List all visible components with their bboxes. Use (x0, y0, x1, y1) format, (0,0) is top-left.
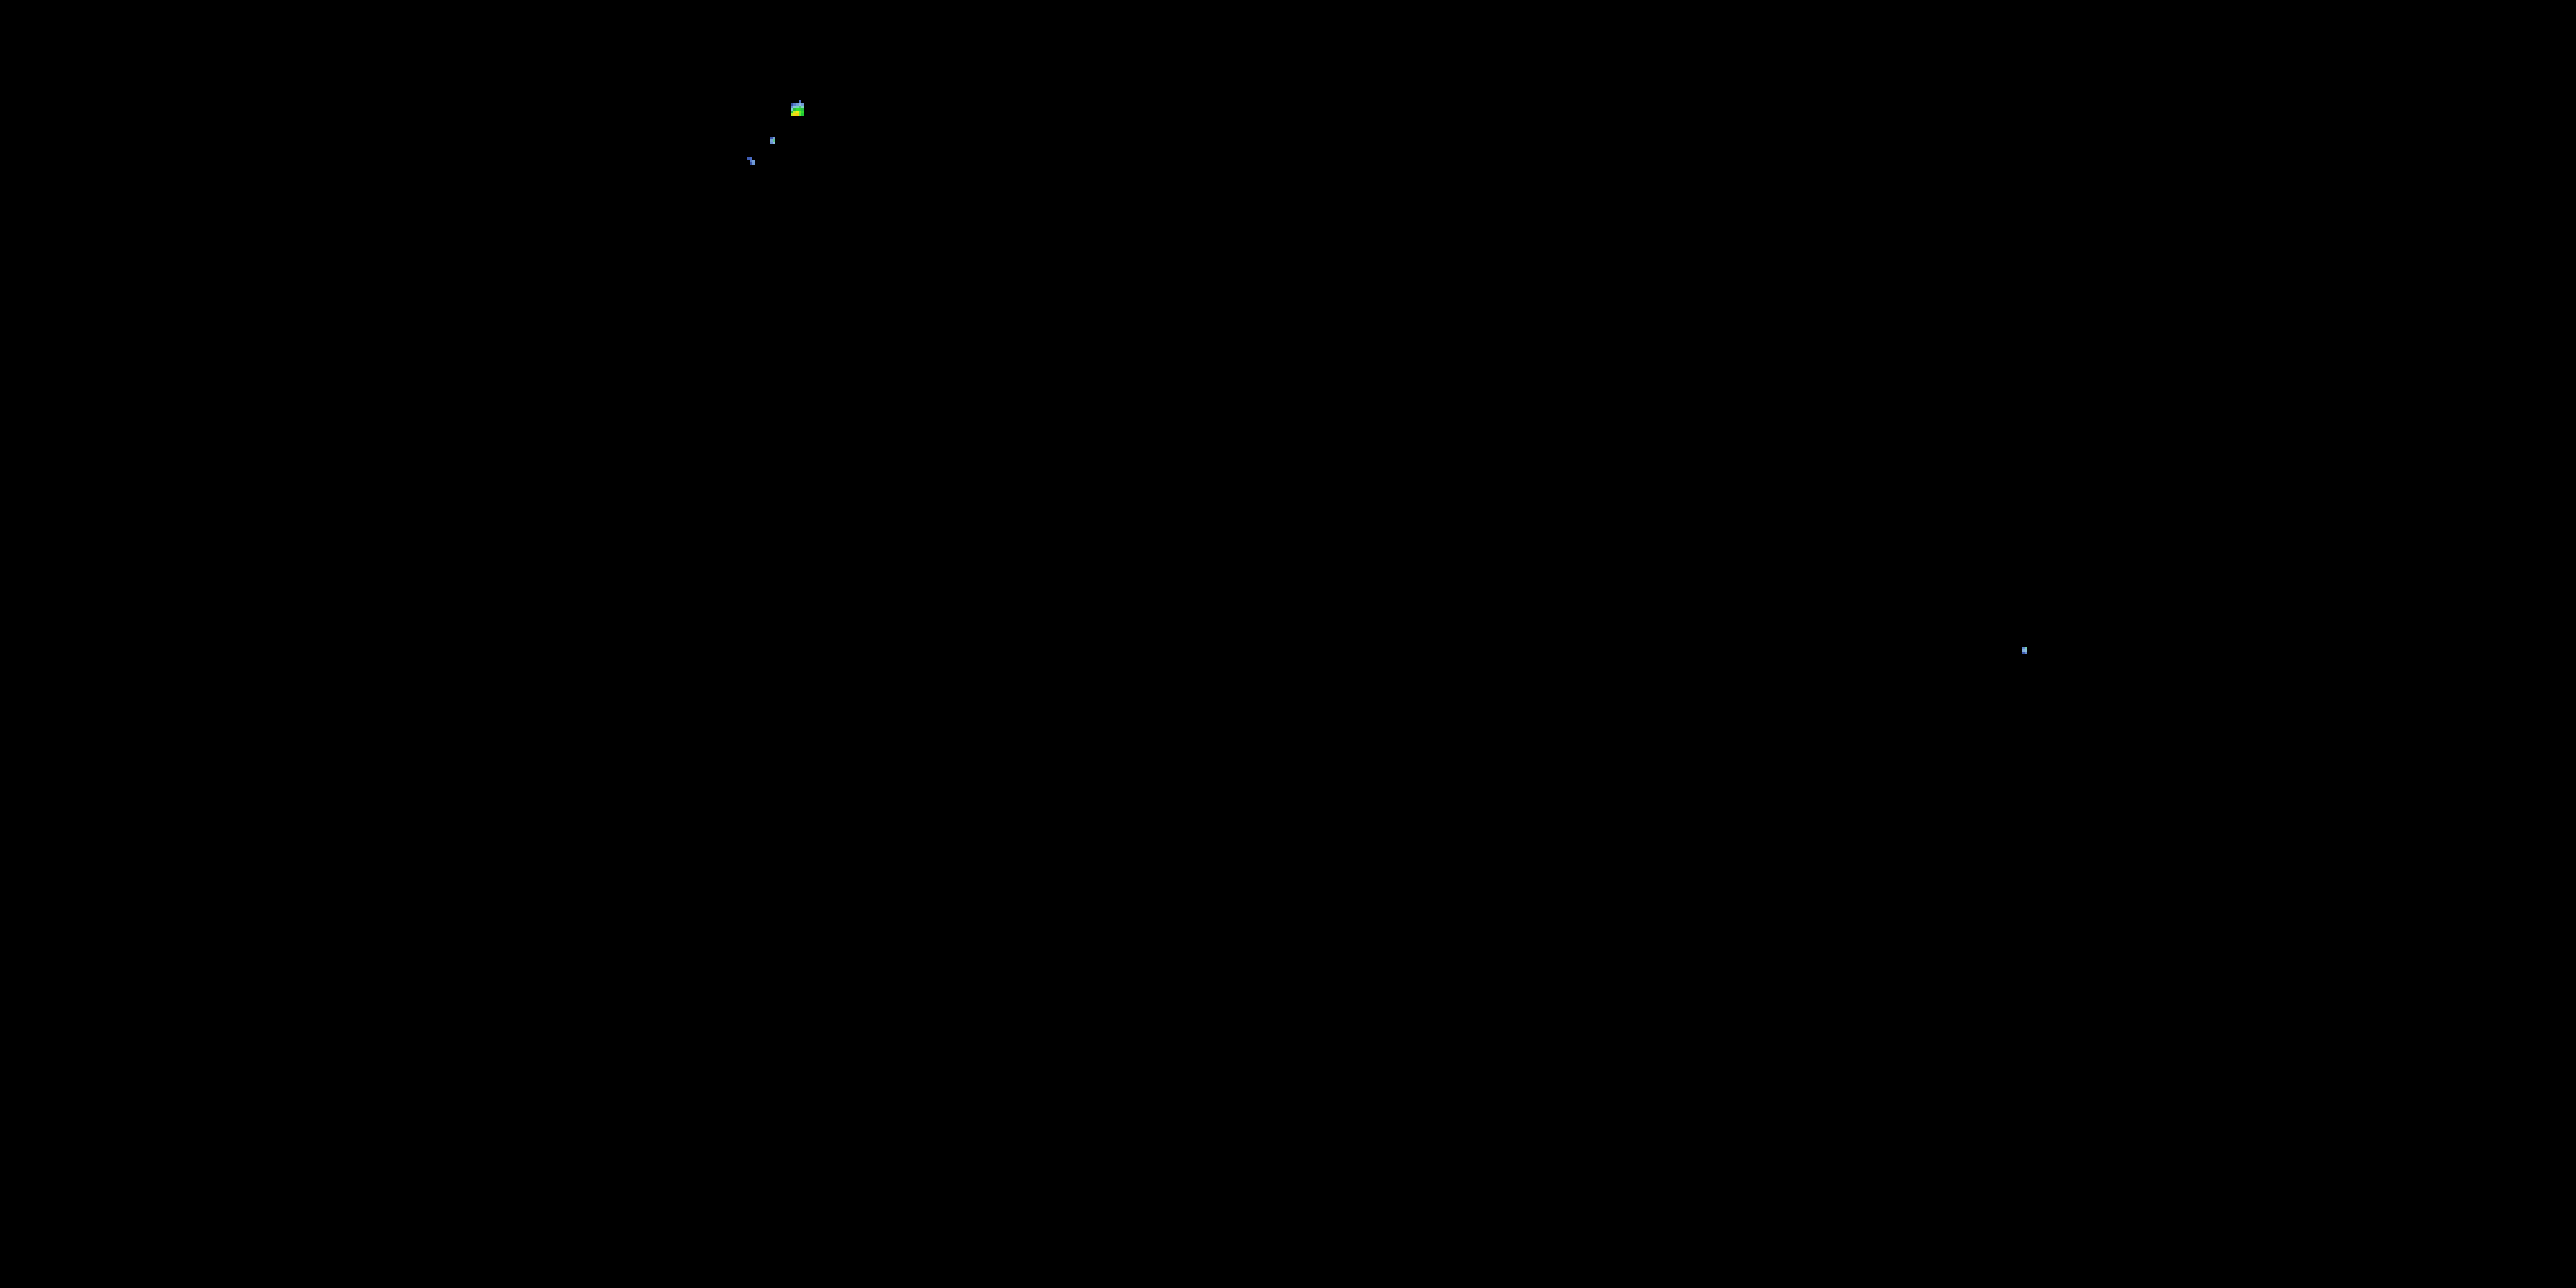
radar-display[interactable]: Radar Reflectivity Composite dBZ NWS ref… (0, 0, 2576, 1288)
radar-reflectivity-canvas[interactable] (0, 0, 2576, 1288)
